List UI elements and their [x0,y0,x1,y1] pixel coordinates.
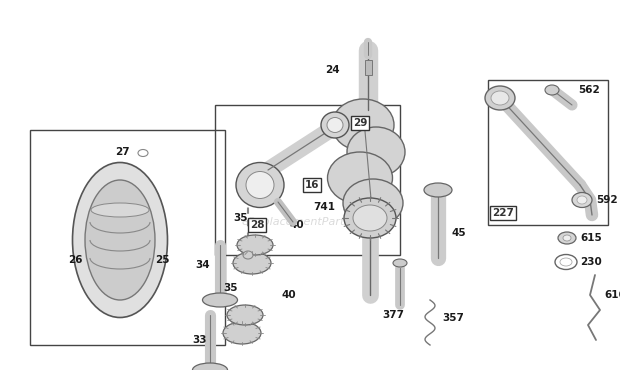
Ellipse shape [327,152,392,204]
Ellipse shape [236,162,284,208]
Bar [365,60,372,75]
Text: 741: 741 [313,202,335,212]
Ellipse shape [85,180,155,300]
Ellipse shape [246,172,274,198]
Text: 45: 45 [452,228,467,238]
Ellipse shape [233,252,271,274]
Ellipse shape [91,203,149,217]
Text: 33: 33 [192,335,207,345]
Ellipse shape [327,118,343,132]
Text: 24: 24 [326,65,340,75]
Ellipse shape [577,196,587,204]
Ellipse shape [237,235,273,255]
Ellipse shape [243,251,253,259]
Text: 34: 34 [195,260,210,270]
Ellipse shape [353,205,387,231]
Text: 35: 35 [234,213,248,223]
Ellipse shape [558,232,576,244]
Bar [215,105,400,255]
Ellipse shape [491,91,509,105]
Bar [488,80,608,225]
Ellipse shape [332,99,394,151]
Text: 616: 616 [604,290,620,300]
Ellipse shape [192,363,228,370]
Text: 16: 16 [305,180,319,190]
Text: 227: 227 [492,208,514,218]
Text: 40: 40 [290,220,304,230]
Text: 35: 35 [223,283,238,293]
Text: 28: 28 [250,220,264,230]
Text: eReplacementParts.com: eReplacementParts.com [242,217,378,227]
Text: 25: 25 [155,255,169,265]
Ellipse shape [347,127,405,177]
Ellipse shape [203,293,237,307]
Text: 357: 357 [442,313,464,323]
Ellipse shape [393,259,407,267]
Text: 26: 26 [68,255,82,265]
Text: 27: 27 [255,195,270,205]
Text: 230: 230 [580,257,602,267]
Text: 592: 592 [596,195,618,205]
Text: 40: 40 [282,290,296,300]
Ellipse shape [321,112,349,138]
Text: 32: 32 [308,178,322,188]
Ellipse shape [343,179,403,227]
Ellipse shape [344,198,396,238]
Ellipse shape [424,183,452,197]
Text: 615: 615 [580,233,602,243]
Ellipse shape [572,192,592,208]
Ellipse shape [223,322,261,344]
Text: 377: 377 [382,310,404,320]
Ellipse shape [227,305,263,325]
Ellipse shape [73,162,167,317]
Bar [30,130,225,345]
Ellipse shape [545,85,559,95]
Text: 27: 27 [115,147,130,157]
Text: 562: 562 [578,85,600,95]
Text: 29: 29 [353,118,367,128]
Ellipse shape [485,86,515,110]
Ellipse shape [563,235,571,241]
